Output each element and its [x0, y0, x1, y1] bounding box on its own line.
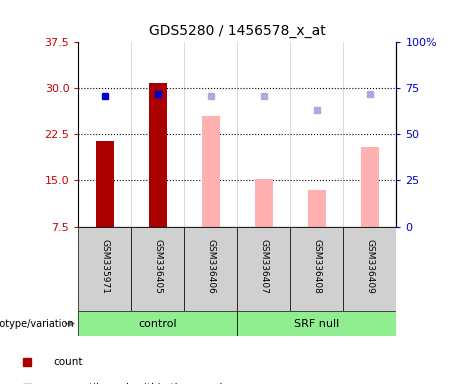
- Bar: [237, 311, 396, 336]
- Text: genotype/variation: genotype/variation: [0, 318, 74, 329]
- Text: GSM336408: GSM336408: [313, 239, 321, 294]
- Bar: [290, 227, 343, 311]
- Bar: [78, 311, 237, 336]
- Bar: [184, 227, 237, 311]
- Text: GSM335971: GSM335971: [100, 239, 109, 294]
- Text: SRF null: SRF null: [294, 318, 340, 329]
- Bar: [95, 141, 114, 227]
- Bar: [343, 227, 396, 311]
- Bar: [254, 179, 273, 227]
- Text: GSM336409: GSM336409: [366, 239, 374, 294]
- Bar: [307, 190, 326, 227]
- Text: GSM336407: GSM336407: [260, 239, 268, 294]
- Bar: [148, 83, 167, 227]
- Text: percentile rank within the sample: percentile rank within the sample: [53, 382, 230, 384]
- Text: count: count: [53, 357, 83, 367]
- Text: control: control: [139, 318, 177, 329]
- Bar: [78, 227, 131, 311]
- Bar: [201, 116, 220, 227]
- Text: GSM336405: GSM336405: [154, 239, 162, 294]
- Text: GSM336406: GSM336406: [207, 239, 215, 294]
- Bar: [361, 147, 379, 227]
- Bar: [131, 227, 184, 311]
- Bar: [237, 227, 290, 311]
- Title: GDS5280 / 1456578_x_at: GDS5280 / 1456578_x_at: [149, 25, 326, 38]
